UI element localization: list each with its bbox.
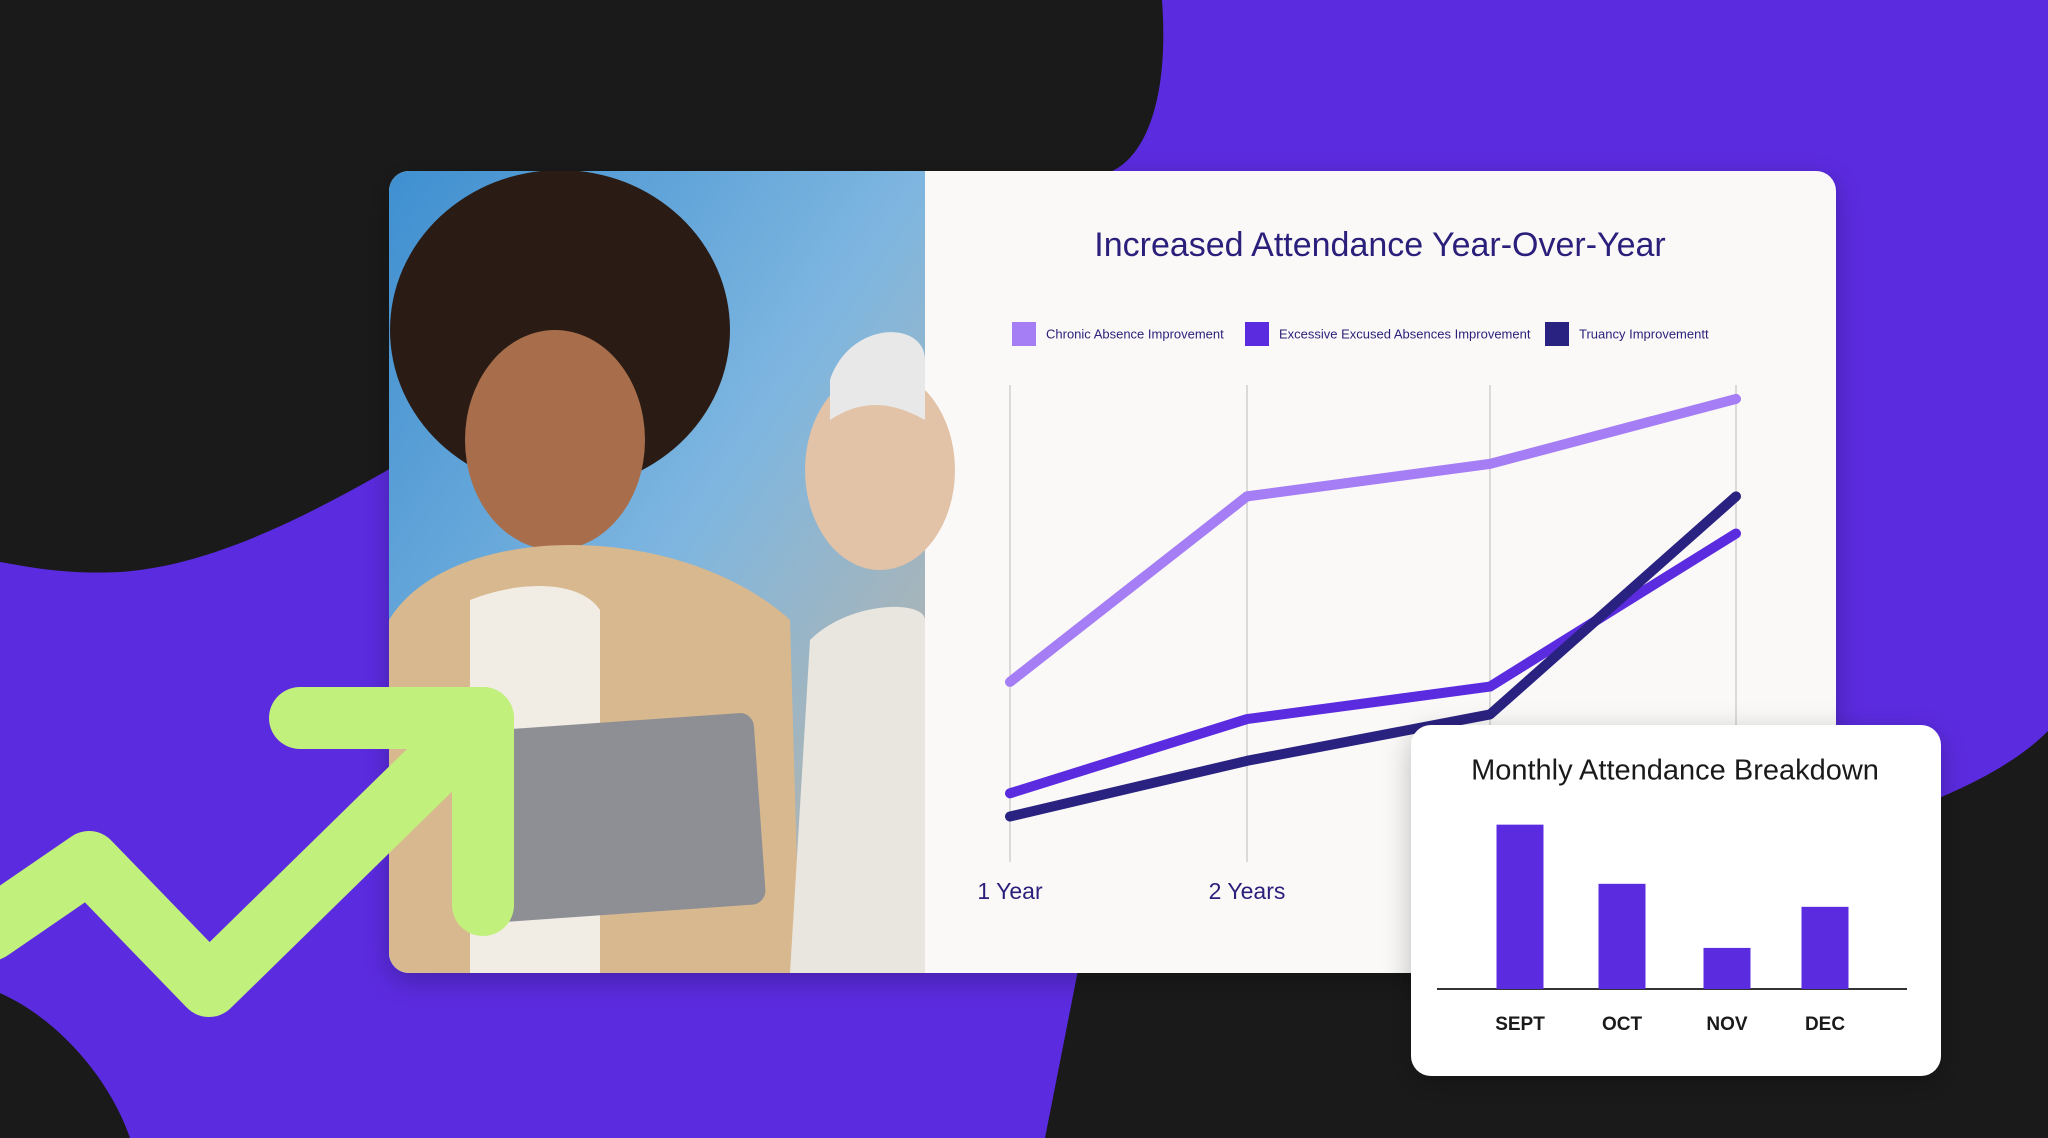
bar	[1703, 947, 1751, 989]
x-tick-label: NOV	[1706, 1014, 1748, 1035]
x-tick-label: SEPT	[1495, 1014, 1545, 1035]
legend-label: Truancy Improvementt	[1579, 326, 1709, 341]
bar	[1598, 883, 1646, 989]
bar	[1496, 824, 1544, 989]
bar-chart: SEPT OCT NOV DEC	[1495, 824, 1849, 1035]
bar-chart-title: Monthly Attendance Breakdown	[1471, 755, 1879, 787]
chart-title: Increased Attendance Year-Over-Year	[1094, 226, 1665, 264]
dark-blob	[0, 993, 130, 1138]
x-tick-label: 2 Years	[1209, 878, 1286, 904]
legend-swatch	[1245, 322, 1269, 346]
series-line	[1005, 491, 1741, 822]
bar	[1801, 906, 1849, 989]
legend-label: Excessive Excused Absences Improvement	[1279, 326, 1531, 341]
trend-arrow	[0, 687, 514, 1017]
series-line	[1005, 393, 1741, 687]
legend-swatch	[1012, 322, 1036, 346]
x-tick-label: OCT	[1602, 1014, 1643, 1035]
x-tick-label: 1 Year	[977, 878, 1043, 904]
legend-swatch	[1545, 322, 1569, 346]
x-tick-label: DEC	[1805, 1014, 1845, 1035]
legend-label: Chronic Absence Improvement	[1046, 326, 1224, 341]
trend-arrow-head	[269, 687, 514, 936]
